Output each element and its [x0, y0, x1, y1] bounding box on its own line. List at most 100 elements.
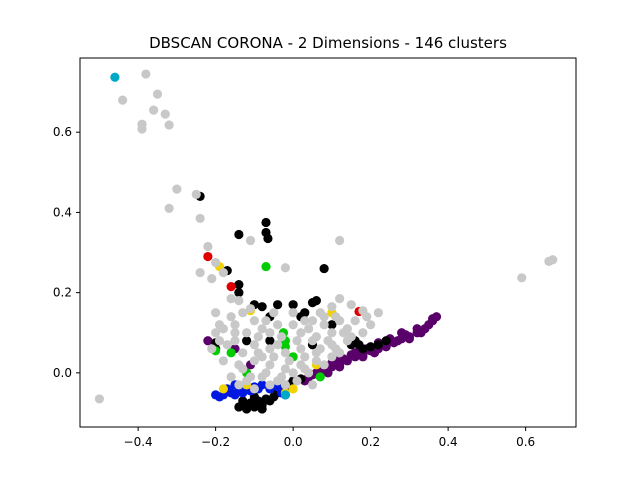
scatter-point-gray	[265, 360, 275, 370]
scatter-point-gray	[304, 324, 314, 334]
scatter-point-gray	[346, 332, 356, 342]
scatter-point-purple	[323, 368, 333, 378]
scatter-point-gray	[280, 364, 290, 374]
scatter-point-gray	[211, 328, 221, 338]
y-tick-label: 0.0	[53, 366, 72, 380]
scatter-point-gray	[249, 384, 259, 394]
x-tick-label: 0.6	[516, 435, 535, 449]
scatter-point-gray	[249, 356, 259, 366]
chart-title: DBSCAN CORONA - 2 Dimensions - 146 clust…	[149, 34, 507, 52]
scatter-point-gray	[276, 372, 287, 382]
scatter-point-gray	[265, 344, 275, 354]
scatter-point-green	[226, 348, 236, 358]
scatter-point-blue	[214, 392, 225, 402]
scatter-point-black	[257, 302, 267, 312]
scatter-point-gray	[238, 348, 248, 358]
scatter-point-gray	[203, 241, 213, 252]
scatter-point-green	[315, 372, 325, 382]
scatter-point-gray	[249, 340, 259, 350]
scatter-point-black	[261, 217, 271, 228]
scatter-point-gray	[335, 348, 345, 358]
scatter-point-black	[242, 336, 252, 346]
scatter-point-gray	[242, 328, 252, 338]
scatter-point-gray	[292, 336, 302, 346]
scatter-point-black	[373, 340, 383, 350]
scatter-point-gray	[265, 380, 275, 390]
x-tick-label: 0.4	[439, 435, 458, 449]
scatter-point-gray	[284, 356, 294, 366]
scatter-point-gray	[350, 316, 360, 326]
scatter-point-black	[257, 404, 267, 414]
plot-frame	[79, 57, 577, 428]
x-axis: −0.4 −0.2 0.0 0.2 0.4 0.6	[124, 427, 535, 449]
scatter-point-gray	[319, 320, 329, 330]
y-tick-label: 0.2	[53, 286, 72, 300]
scatter-point-gray	[269, 352, 279, 362]
scatter-point-black	[242, 404, 252, 414]
scatter-point-gray	[273, 320, 283, 330]
scatter-point-gray	[226, 372, 236, 382]
scatter-point-gray	[292, 376, 302, 386]
scatter-point-gray	[245, 372, 256, 382]
scatter-point-gray	[288, 368, 298, 378]
scatter-point-gray	[137, 124, 147, 134]
scatter-point-gray	[257, 324, 267, 334]
scatter-point-gray	[358, 328, 368, 338]
scatter-point-gray	[94, 394, 104, 404]
scatter-point-gray	[280, 348, 290, 358]
scatter-point-black	[263, 233, 273, 244]
scatter-point-red	[203, 251, 213, 262]
scatter-point-black	[265, 336, 275, 346]
scatter-point-purple	[393, 336, 403, 346]
scatter-point-black	[261, 394, 271, 404]
scatter-point-black	[238, 396, 248, 406]
scatter-point-gray	[214, 336, 225, 346]
scatter-point-gray	[195, 213, 205, 224]
scatter-point-gray	[207, 274, 217, 284]
scatter-point-black	[381, 336, 391, 346]
scatter-point-black	[358, 344, 368, 354]
scatter-point-gray	[245, 235, 256, 246]
scatter-point-gray	[164, 120, 174, 130]
scatter-point-gray	[544, 256, 554, 266]
scatter-point-gray	[214, 320, 225, 330]
scatter-point-gray	[280, 380, 290, 390]
scatter-point-purple	[428, 314, 438, 324]
scatter-point-gray	[118, 95, 128, 105]
scatter-point-gray	[323, 336, 333, 346]
scatter-point-black	[273, 300, 283, 310]
scatter-point-gray	[257, 352, 267, 362]
scatter-point-gray	[234, 380, 244, 390]
scatter-point-gray	[276, 332, 287, 342]
scatter-point-gray	[234, 296, 244, 306]
scatter-point-black	[288, 300, 298, 310]
y-tick-label: 0.4	[53, 205, 72, 219]
scatter-point-gray	[288, 308, 298, 318]
scatter-point-gray	[327, 328, 337, 338]
scatter-point-black	[327, 320, 337, 330]
points-layer	[94, 69, 558, 414]
scatter-point-black	[234, 288, 244, 298]
scatter-point-gray	[296, 328, 306, 338]
scatter-point-gray	[211, 257, 221, 268]
scatter-point-gray	[230, 320, 240, 330]
x-tick-label: 0.0	[284, 435, 303, 449]
scatter-point-black	[319, 263, 329, 274]
scatter-point-gray	[238, 308, 248, 318]
scatter-point-gray	[280, 263, 290, 273]
scatter-point-gray	[218, 356, 228, 366]
scatter-point-gray	[149, 105, 159, 115]
scatter-point-gray	[315, 308, 325, 318]
scatter-point-gray	[172, 184, 182, 194]
scatter-point-gray	[226, 294, 236, 304]
scatter-point-gray	[207, 344, 217, 354]
scatter-point-gray	[366, 320, 376, 330]
scatter-point-black	[311, 296, 321, 306]
scatter-point-cyan	[280, 390, 290, 400]
scatter-point-cyan	[110, 72, 120, 82]
scatter-point-gray	[296, 344, 306, 354]
scatter-point-red	[226, 282, 236, 292]
scatter-point-gray	[141, 69, 151, 79]
scatter-point-gray	[226, 312, 236, 322]
